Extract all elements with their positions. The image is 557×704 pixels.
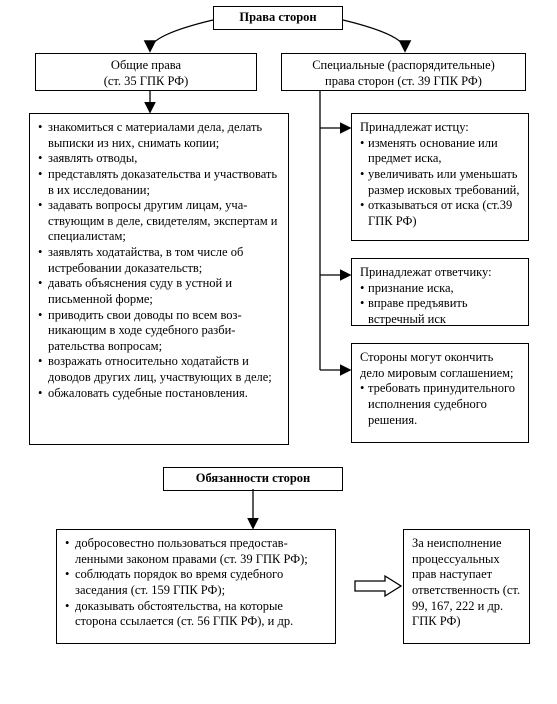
list-item: обжаловать судебные постановления. <box>38 386 280 402</box>
list-item: признание иска, <box>360 281 520 297</box>
list-item: заявлять ходатайства, в том числе об ист… <box>38 245 280 276</box>
duties-title: Обязанности сторон <box>163 467 343 491</box>
list-item: доказывать обстоятельства, на которые ст… <box>65 599 327 630</box>
rights-title-text: Права сторон <box>239 10 316 24</box>
plaintiff-rights-list: изменять основание или предмет иска, уве… <box>360 136 520 230</box>
general-rights-line2: (ст. 35 ГПК РФ) <box>42 74 250 90</box>
list-item: представлять доказательства и участ­вова… <box>38 167 280 198</box>
list-item: задавать вопросы другим лицам, уча­ствую… <box>38 198 280 245</box>
special-rights-line1: Специальные (распорядительные) <box>288 58 519 74</box>
list-item: требовать принудитель­ного исполнения су… <box>360 381 520 428</box>
list-item: увеличивать или умень­шать размер исковы… <box>360 167 520 198</box>
list-item: изменять основание или предмет иска, <box>360 136 520 167</box>
list-item: приводить свои доводы по всем воз­никающ… <box>38 308 280 355</box>
settlement-box: Стороны могут окончить дело мировым согл… <box>351 343 529 443</box>
general-rights-list-box: знакомиться с материалами дела, делать в… <box>29 113 289 445</box>
general-rights-list: знакомиться с материалами дела, делать в… <box>38 120 280 401</box>
list-item: давать объяснения суду в устной и письме… <box>38 276 280 307</box>
list-item: знакомиться с материалами дела, делать в… <box>38 120 280 151</box>
list-item: заявлять отводы, <box>38 151 280 167</box>
list-item: вправе предъявить встречный иск <box>360 296 520 327</box>
defendant-rights-heading: Принадлежат ответчику: <box>360 265 520 281</box>
settlement-list: требовать принудитель­ного исполнения су… <box>360 381 520 428</box>
list-item: добросовестно пользоваться предостав­лен… <box>65 536 327 567</box>
plaintiff-rights-box: Принадлежат истцу: изменять основание ил… <box>351 113 529 241</box>
settlement-heading: Стороны могут окончить дело мировым согл… <box>360 350 520 381</box>
defendant-rights-box: Принадлежат ответчику: признание иска, в… <box>351 258 529 326</box>
defendant-rights-list: признание иска, вправе предъявить встреч… <box>360 281 520 328</box>
list-item: соблюдать порядок во время судебного зас… <box>65 567 327 598</box>
duties-title-text: Обязанности сторон <box>196 471 311 485</box>
rights-title: Права сторон <box>213 6 343 30</box>
duties-consequence-text: За неисполнение процессуальных прав наст… <box>412 536 520 628</box>
duties-list-box: добросовестно пользоваться предостав­лен… <box>56 529 336 644</box>
plaintiff-rights-heading: Принадлежат истцу: <box>360 120 520 136</box>
special-rights-header: Специальные (распорядительные) права сто… <box>281 53 526 91</box>
duties-list: добросовестно пользоваться предостав­лен… <box>65 536 327 630</box>
list-item: возражать относительно ходатайств и дово… <box>38 354 280 385</box>
special-rights-line2: права сторон (ст. 39 ГПК РФ) <box>288 74 519 90</box>
general-rights-line1: Общие права <box>42 58 250 74</box>
general-rights-header: Общие права (ст. 35 ГПК РФ) <box>35 53 257 91</box>
duties-consequence-box: За неисполнение процессуальных прав наст… <box>403 529 530 644</box>
list-item: отказываться от иска (ст.39 ГПК РФ) <box>360 198 520 229</box>
